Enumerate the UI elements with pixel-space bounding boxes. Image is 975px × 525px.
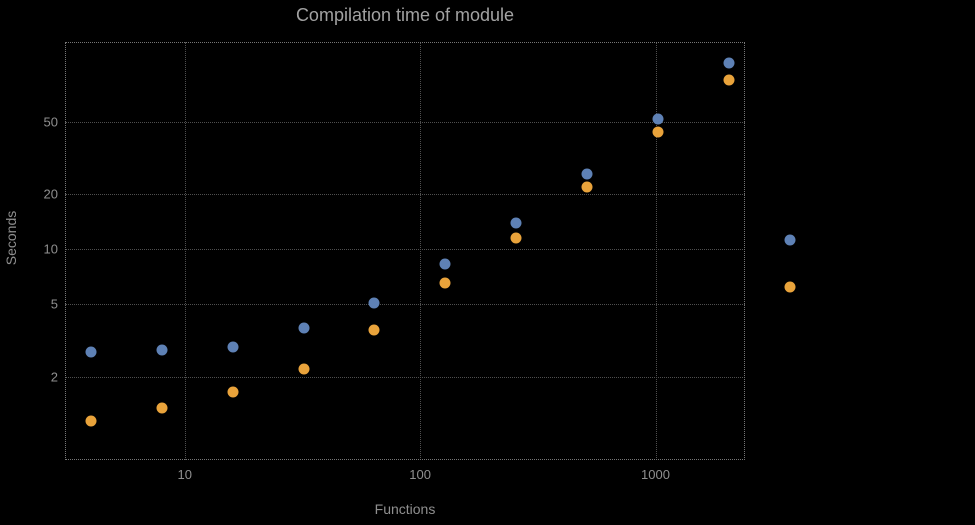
data-point-series-2	[227, 386, 239, 398]
data-point-series-1	[439, 258, 451, 270]
data-point-series-2	[439, 277, 451, 289]
y-gridline	[65, 376, 745, 378]
legend-marker-series-1	[784, 234, 796, 246]
y-tick-label: 5	[50, 296, 58, 312]
x-gridline	[655, 42, 657, 460]
data-point-series-2	[652, 126, 664, 138]
y-gridline	[65, 121, 745, 123]
data-point-series-1	[298, 322, 310, 334]
y-tick-label: 20	[43, 186, 58, 202]
data-point-series-2	[723, 74, 735, 86]
y-tick-label: 2	[50, 369, 58, 385]
data-point-series-1	[581, 168, 593, 180]
data-point-series-2	[298, 363, 310, 375]
x-tick-label: 10	[177, 467, 192, 482]
data-point-series-1	[156, 344, 168, 356]
y-axis-label: Seconds	[3, 210, 19, 266]
data-point-series-1	[652, 113, 664, 125]
x-axis-label: Functions	[374, 501, 436, 517]
y-tick-label: 50	[43, 114, 58, 130]
data-point-series-2	[510, 232, 522, 244]
data-point-series-2	[85, 415, 97, 427]
y-gridline	[65, 304, 745, 306]
plot-frame	[65, 42, 745, 460]
chart-title: Compilation time of module	[295, 5, 515, 25]
data-point-series-2	[368, 324, 380, 336]
y-gridline	[65, 194, 745, 196]
x-tick-label: 100	[409, 467, 431, 482]
data-point-series-1	[368, 297, 380, 309]
data-point-series-1	[85, 346, 97, 358]
legend-marker-series-2	[784, 281, 796, 293]
x-gridline	[184, 42, 186, 460]
x-gridline	[420, 42, 422, 460]
data-point-series-1	[227, 341, 239, 353]
data-point-series-2	[581, 181, 593, 193]
x-tick-label: 1000	[641, 467, 670, 482]
y-gridline	[65, 249, 745, 251]
y-tick-label: 10	[43, 241, 58, 257]
data-point-series-2	[156, 402, 168, 414]
data-point-series-1	[510, 217, 522, 229]
data-point-series-1	[723, 57, 735, 69]
